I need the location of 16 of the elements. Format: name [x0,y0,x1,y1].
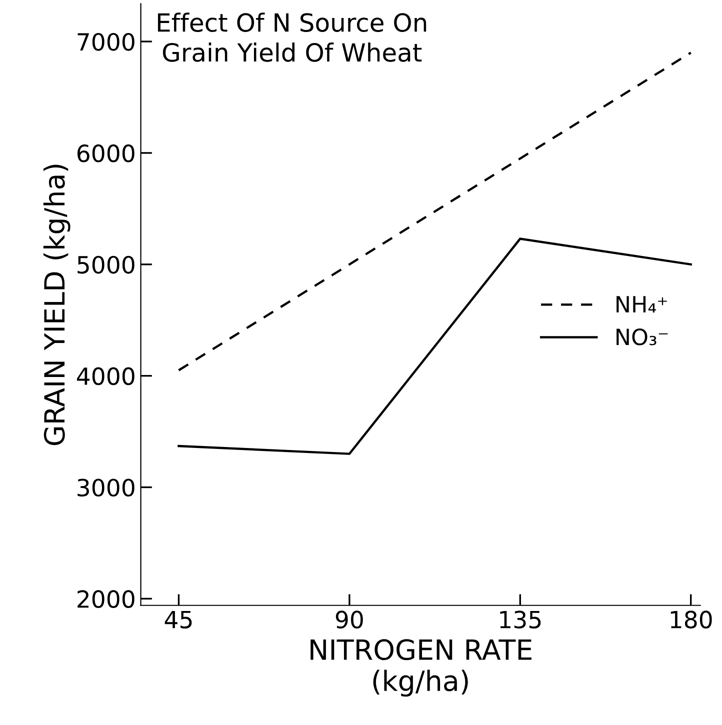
y-tick-label: 6000 [77,144,134,162]
x-tick-label: 135 [500,610,541,629]
line-series [178,238,692,455]
y-tick-label: 3000 [78,478,134,497]
x-tick-label: 180 [670,610,712,629]
y-tick-label: 7000 [78,32,134,51]
y-tick-label: 2000 [78,590,134,608]
x-tick-label: 90 [336,610,363,629]
legend-label: NH₄⁺ [616,296,667,312]
y-axis-title: GRAIN YIELD (kg/ha) [43,164,70,446]
y-tick-label: 5000 [78,256,134,274]
x-axis-title: NITROGEN RATE (kg/ha) [310,639,532,697]
legend-label: NO₃⁻ [616,328,668,346]
text: Effect Of N Source On Grain Yield Of Wheat [158,12,426,62]
x-tick-label: 45 [164,610,192,629]
y-tick-label: 4000 [76,367,134,386]
